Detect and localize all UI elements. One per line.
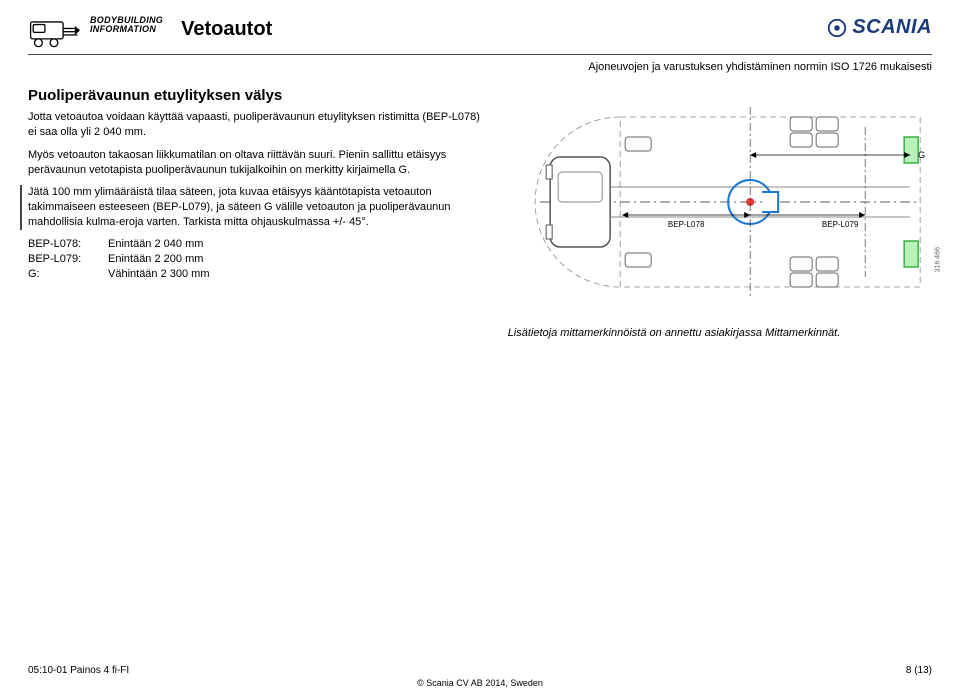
spec-row: BEP-L079: Enintään 2 200 mm: [28, 253, 488, 265]
footer-center-text: Scania CV AB 2014, Sweden: [426, 678, 543, 688]
paragraph-1: Jotta vetoautoa voidaan käyttää vapaasti…: [28, 110, 488, 140]
change-bar-block: Jätä 100 mm ylimääräistä tilaa säteen, j…: [20, 185, 488, 230]
spec-val: Enintään 2 040 mm: [108, 238, 203, 250]
page-header: BODYBUILDING INFORMATION Vetoautot SCANI…: [28, 16, 932, 55]
footer-center: © Scania CV AB 2014, Sweden: [0, 678, 960, 688]
diagram-caption: Lisätietoja mittamerkinnöistä on annettu…: [508, 327, 932, 339]
truck-diagram: BEP-L078 BEP-L079 G 316 466: [508, 87, 932, 317]
text-column: Puoliperävaunun etuylityksen välys Jotta…: [28, 87, 488, 339]
section-title: Puoliperävaunun etuylityksen välys: [28, 87, 488, 104]
spec-key: BEP-L078:: [28, 238, 98, 250]
spec-key: G:: [28, 268, 98, 280]
paragraph-2: Myös vetoauton takaosan liikkumatilan on…: [28, 148, 488, 178]
paragraph-3: Jätä 100 mm ylimääräistä tilaa säteen, j…: [28, 185, 488, 230]
brand-logo: SCANIA: [826, 16, 932, 39]
footer-left: 05:10-01 Painos 4 fi-FI: [28, 665, 129, 676]
gear-icon: [826, 17, 848, 39]
document-subheading: Ajoneuvojen ja varustuksen yhdistäminen …: [28, 61, 932, 73]
header-left: BODYBUILDING INFORMATION Vetoautot: [28, 16, 272, 50]
page-footer: 05:10-01 Painos 4 fi-FI 8 (13): [28, 665, 932, 676]
spec-table: BEP-L078: Enintään 2 040 mm BEP-L079: En…: [28, 238, 488, 280]
spec-key: BEP-L079:: [28, 253, 98, 265]
footer-right: 8 (13): [906, 665, 932, 676]
bodybuilding-info-label: BODYBUILDING INFORMATION: [90, 16, 163, 34]
bb-line2: INFORMATION: [90, 25, 163, 34]
label-g: G: [918, 150, 925, 160]
label-bep-l079: BEP-L079: [822, 220, 859, 229]
truck-icon: [28, 16, 80, 50]
diagram-code: 316 466: [934, 247, 941, 272]
spec-row: G: Vähintään 2 300 mm: [28, 268, 488, 280]
page-title: Vetoautot: [181, 18, 272, 41]
brand-text: SCANIA: [852, 16, 932, 39]
cab-icon: [546, 157, 610, 247]
spec-val: Enintään 2 200 mm: [108, 253, 203, 265]
label-bep-l078: BEP-L078: [668, 220, 705, 229]
copyright-icon: ©: [417, 678, 424, 688]
spec-row: BEP-L078: Enintään 2 040 mm: [28, 238, 488, 250]
diagram-column: BEP-L078 BEP-L079 G 316 466 Lisätietoja …: [508, 87, 932, 339]
spec-val: Vähintään 2 300 mm: [108, 268, 210, 280]
